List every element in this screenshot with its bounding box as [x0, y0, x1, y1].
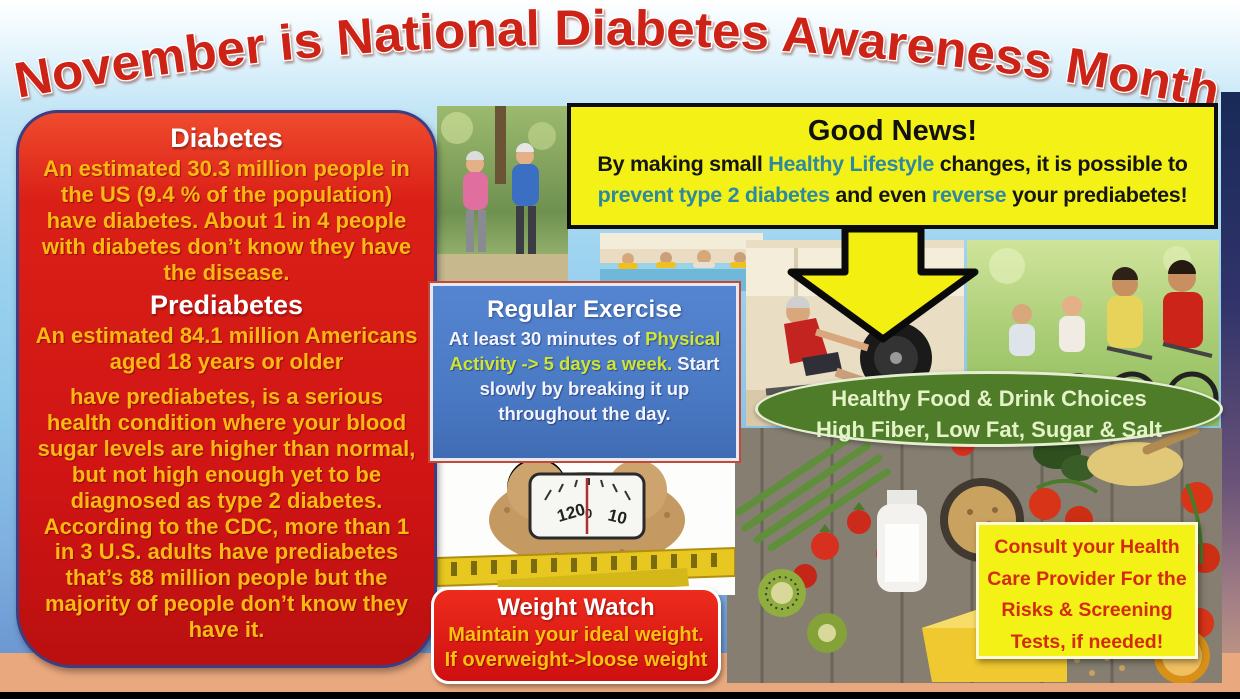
good-news-heading: Good News! [807, 115, 978, 147]
dial-label-right: 10 [606, 505, 629, 528]
svg-text:November is National Diabetes: November is National Diabetes Awareness … [10, 0, 1224, 119]
diabetes-heading: Diabetes [170, 123, 283, 153]
walking-man [512, 143, 539, 254]
weight-watch-line-2: If overweight->loose weight [444, 648, 708, 671]
diabetes-paragraph: An estimated 30.3 million people in the … [41, 156, 412, 285]
oval-line-1: Healthy Food & Drink Choices [831, 386, 1147, 411]
weight-watch-line-1: Maintain your ideal weight. [448, 623, 704, 646]
grain-mound-scoop [1087, 428, 1200, 486]
kiwi [758, 569, 847, 653]
bottom-black-bar [0, 692, 1240, 699]
weight-scale-photo: 120 0 10 [437, 460, 735, 595]
swimmers [618, 250, 750, 269]
gn-line1-pre: By making small [597, 151, 769, 176]
walking-seniors-photo [437, 106, 568, 283]
down-arrow-icon [787, 226, 979, 343]
consult-line-1: Consult your Health [994, 536, 1180, 558]
exercise-body-highlight: Physical Activity -> 5 days a week. [449, 328, 721, 374]
consult-line-3: Risks & Screening [1001, 599, 1173, 622]
good-news-line-2: prevent type 2 diabetes and even reverse… [571, 180, 1214, 211]
good-news-line-1: By making small Healthy Lifestyle change… [571, 149, 1214, 180]
prediabetes-paragraph-1: An estimated 84.1 million Americans aged… [35, 322, 418, 374]
diabetes-info-panel: Diabetes An estimated 30.3 million peopl… [16, 110, 437, 668]
prediabetes-heading: Prediabetes [149, 289, 304, 320]
page-title: November is National Diabetes Awareness … [9, 0, 1226, 120]
exercise-heading: Regular Exercise [487, 296, 682, 323]
gn-line1-post: changes, it is possible to [934, 151, 1188, 176]
exercise-body: At least 30 minutes of Physical Activity… [445, 327, 724, 427]
good-news-box: Good News! By making small Healthy Lifes… [567, 103, 1218, 229]
healthy-food-oval: Healthy Food & Drink Choices High Fiber,… [755, 371, 1223, 447]
gn-line2-mid: and even [829, 182, 932, 207]
prediabetes-paragraph-2: have prediabetes, is a serious health co… [37, 383, 416, 643]
gn-line1-highlight: Healthy Lifestyle [768, 151, 935, 176]
weight-watch-heading: Weight Watch [497, 594, 655, 621]
exercise-body-post: Start slowly by breaking it up throughou… [479, 352, 720, 424]
consult-box: Consult your Health Care Provider For th… [976, 522, 1198, 659]
consult-line-2: Care Provider For the [987, 567, 1187, 590]
consult-line-4: Tests, if needed! [1010, 630, 1164, 653]
milk-bottle [877, 490, 927, 592]
oval-line-2: High Fiber, Low Fat, Sugar & Salt [816, 417, 1162, 443]
exercise-body-pre: At least 30 minutes of [448, 328, 646, 349]
exercise-box: Regular Exercise At least 30 minutes of … [430, 283, 739, 461]
scale-dial: 120 0 10 [528, 472, 646, 540]
walking-woman [463, 151, 488, 252]
gn-line2-highlight2: reverse [931, 182, 1007, 207]
title-text: November is National Diabetes Awareness … [9, 0, 1226, 120]
asparagus [735, 436, 891, 552]
dial-label-center: 0 [585, 506, 592, 521]
gn-line2-post: your prediabetes! [1006, 182, 1188, 207]
right-edge-strip [1221, 92, 1240, 692]
gn-line2-highlight1: prevent type 2 diabetes [597, 182, 830, 207]
weight-watch-box: Weight Watch Maintain your ideal weight.… [431, 587, 721, 684]
